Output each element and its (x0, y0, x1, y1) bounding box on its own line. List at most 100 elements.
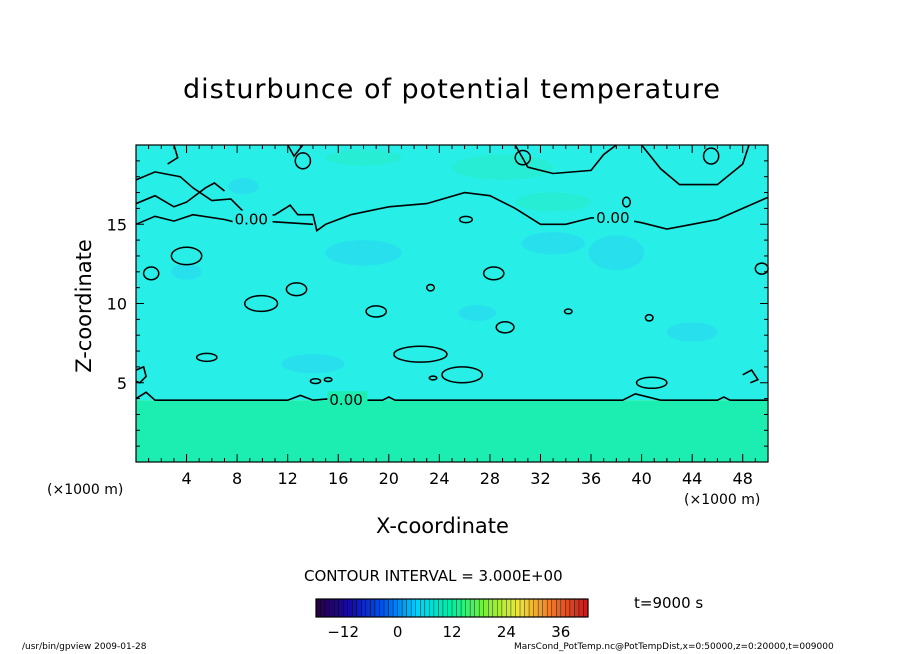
x-tick-label: 44 (682, 469, 702, 488)
colorbar-cell (343, 599, 349, 617)
colorbar-cell (501, 599, 507, 617)
contour-lines: 0.00 0.00 0.00 (135, 144, 769, 409)
colorbar-cell (506, 599, 512, 617)
contour-loop (495, 320, 515, 334)
colorbar-cell (388, 599, 394, 617)
colorbar-cell (529, 599, 535, 617)
colorbar-cell (424, 599, 430, 617)
contour-loop (323, 376, 333, 383)
footer-program: /usr/bin/gpview 2009-01-28 (22, 642, 147, 652)
contour-bottom (135, 391, 768, 402)
field-patch (666, 322, 718, 342)
colorbar-cell (361, 599, 367, 617)
x-tick-label: 16 (328, 469, 348, 488)
field-patch (325, 240, 402, 266)
contour-label-bg (232, 210, 273, 227)
contour-loop (309, 378, 322, 385)
footer-source: MarsCond_PotTemp.nc@PotTempDist,x=0:5000… (514, 642, 834, 652)
colorbar-cell (433, 599, 439, 617)
colorbar-cell (474, 599, 480, 617)
colorbar-cell (393, 599, 399, 617)
colorbar-cell (415, 599, 421, 617)
colorbar-cell (578, 599, 584, 617)
colorbar-cell (356, 599, 362, 617)
colorbar-cell (406, 599, 412, 617)
colorbar-cell (316, 599, 322, 617)
colorbar-cell (470, 599, 476, 617)
plot-field (136, 145, 768, 462)
colorbar-cell (402, 599, 408, 617)
colorbar-cell (352, 599, 358, 617)
field-patch (588, 235, 645, 271)
contour-edge-loop (742, 369, 760, 384)
colorbar-cell (547, 599, 553, 617)
y-tick-label: 5 (117, 374, 127, 393)
colorbar-cell (456, 599, 462, 617)
colorbar-cell (542, 599, 548, 617)
colorbar-cell (497, 599, 503, 617)
contour-loop (635, 376, 668, 390)
contour-loop (428, 375, 438, 381)
colorbar-cell (334, 599, 340, 617)
colorbar-cell (510, 599, 516, 617)
colorbar-cell (565, 599, 571, 617)
colorbar-cell (384, 599, 390, 617)
colorbar-tick-label: 24 (497, 623, 516, 641)
colorbar-cell (461, 599, 467, 617)
x-tick-label: 20 (379, 469, 399, 488)
colorbar-cell (533, 599, 539, 617)
colorbar-cell (488, 599, 494, 617)
colorbar-frame (315, 598, 589, 618)
contour-loop (294, 152, 312, 170)
x-tick-label: 28 (480, 469, 500, 488)
x-tick-label: 4 (181, 469, 191, 488)
colorbar-cell (524, 599, 530, 617)
x-tick-label: 12 (278, 469, 298, 488)
contour-loop (243, 294, 279, 313)
colorbar-cell (370, 599, 376, 617)
contour-loop (170, 246, 203, 266)
colorbar-cell (338, 599, 344, 617)
field-patch (452, 154, 554, 180)
colorbar-cell (574, 599, 580, 617)
contour-loop (621, 196, 631, 208)
contour-upper-left (135, 171, 314, 226)
x-unit-label-left: (×1000 m) (47, 482, 124, 498)
contour-loop (393, 345, 448, 363)
contour-loop (142, 266, 160, 281)
field-lower (136, 400, 768, 462)
contour-interval-label: CONTOUR INTERVAL = 3.000E+00 (304, 567, 563, 585)
x-tick-label: 36 (581, 469, 601, 488)
colorbar-cell (320, 599, 326, 617)
colorbar-cell (379, 599, 385, 617)
contour-label-left: 0.00 (235, 210, 268, 228)
colorbar-cell (492, 599, 498, 617)
contour-loop (285, 282, 308, 297)
colorbar-cell (560, 599, 566, 617)
y-tick-label: 15 (107, 215, 127, 234)
colorbar-cell (374, 599, 380, 617)
y-axis-label: Z-coordinate (72, 239, 96, 373)
field-patch (171, 263, 202, 280)
colorbar-cell (538, 599, 544, 617)
colorbar-tick-label: 36 (551, 623, 570, 641)
colorbar-cell (569, 599, 575, 617)
colorbar: −12 0 12 24 36 (315, 598, 589, 641)
colorbar-cell (420, 599, 426, 617)
field-patch (325, 149, 402, 166)
x-tick-label: 40 (631, 469, 651, 488)
colorbar-cell (447, 599, 453, 617)
colorbar-cell (325, 599, 331, 617)
contour-top-1 (167, 144, 179, 165)
field-patch (458, 305, 497, 321)
colorbar-cell (515, 599, 521, 617)
colorbar-tick-label: 0 (393, 623, 403, 641)
x-unit-label-right: (×1000 m) (684, 492, 761, 508)
contour-loop (441, 366, 484, 384)
colorbar-cell (479, 599, 485, 617)
colorbar-tick-label: −12 (327, 623, 359, 641)
contour-loop (702, 147, 720, 165)
contour-loop (195, 352, 218, 363)
colorbar-cell (411, 599, 417, 617)
